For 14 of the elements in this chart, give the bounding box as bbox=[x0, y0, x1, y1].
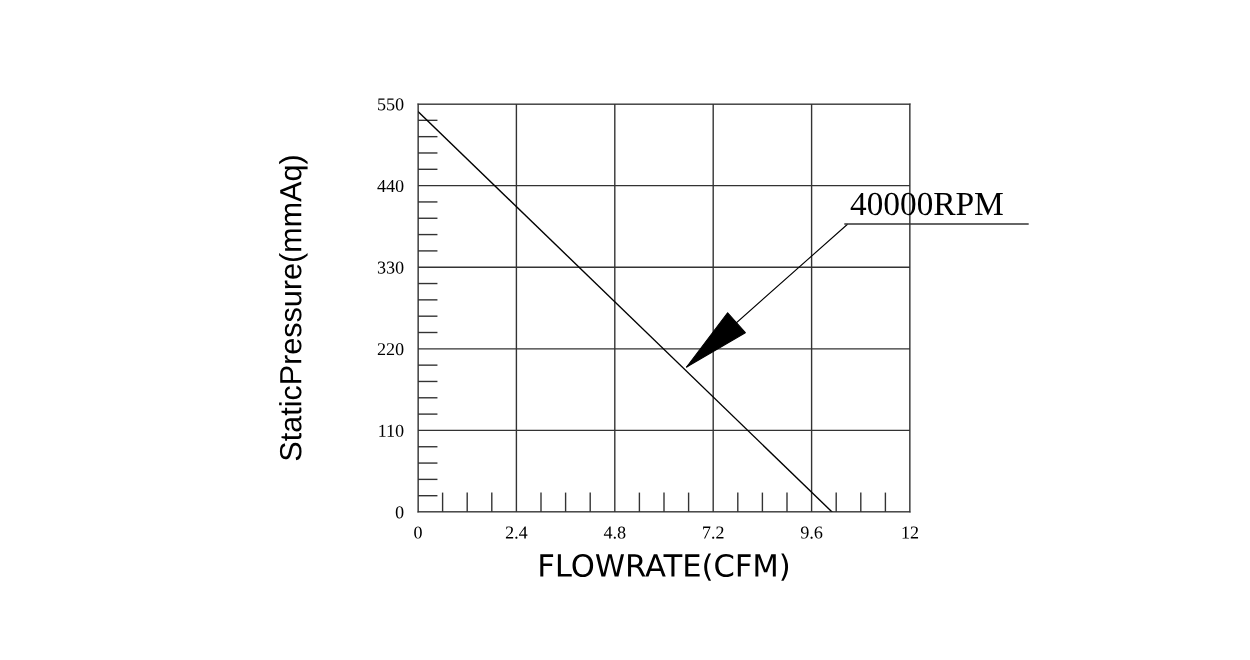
y-tick-label: 440 bbox=[377, 179, 404, 193]
y-axis-title: StaticPressure(mmAq) bbox=[279, 156, 308, 461]
y-tick-label: 550 bbox=[378, 98, 404, 111]
y-tick-label: 220 bbox=[377, 343, 404, 356]
x-tick-label: 7.2 bbox=[703, 526, 724, 539]
y-tick-label: 0 bbox=[395, 506, 404, 519]
x-tick-label: 4.8 bbox=[603, 526, 626, 539]
y-tick-label: 330 bbox=[377, 261, 404, 274]
x-tick-label: 0 bbox=[414, 526, 422, 539]
x-axis-title: FLOWRATE(CFM) bbox=[540, 553, 789, 581]
x-tick-label: 12 bbox=[902, 526, 919, 539]
x-tick-label: 2.4 bbox=[505, 526, 528, 539]
x-tick-label: 9.6 bbox=[800, 526, 823, 539]
y-tick-label: 110 bbox=[379, 424, 404, 437]
